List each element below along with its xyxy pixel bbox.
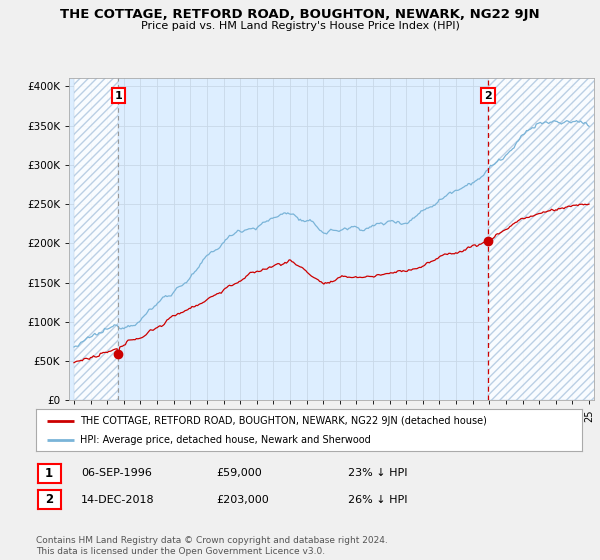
Text: £203,000: £203,000: [216, 494, 269, 505]
Text: 2: 2: [45, 493, 53, 506]
Bar: [488, 78, 598, 400]
Text: THE COTTAGE, RETFORD ROAD, BOUGHTON, NEWARK, NG22 9JN: THE COTTAGE, RETFORD ROAD, BOUGHTON, NEW…: [60, 8, 540, 21]
Text: 14-DEC-2018: 14-DEC-2018: [81, 494, 155, 505]
Text: 2: 2: [484, 91, 492, 101]
Text: HPI: Average price, detached house, Newark and Sherwood: HPI: Average price, detached house, Newa…: [80, 435, 370, 445]
Bar: [74, 78, 118, 400]
Text: 26% ↓ HPI: 26% ↓ HPI: [348, 494, 407, 505]
Text: 1: 1: [115, 91, 122, 101]
Text: 06-SEP-1996: 06-SEP-1996: [81, 468, 152, 478]
Text: £59,000: £59,000: [216, 468, 262, 478]
Text: Price paid vs. HM Land Registry's House Price Index (HPI): Price paid vs. HM Land Registry's House …: [140, 21, 460, 31]
Text: 1: 1: [45, 466, 53, 480]
Text: Contains HM Land Registry data © Crown copyright and database right 2024.
This d: Contains HM Land Registry data © Crown c…: [36, 536, 388, 556]
Text: 23% ↓ HPI: 23% ↓ HPI: [348, 468, 407, 478]
Text: THE COTTAGE, RETFORD ROAD, BOUGHTON, NEWARK, NG22 9JN (detached house): THE COTTAGE, RETFORD ROAD, BOUGHTON, NEW…: [80, 416, 487, 426]
